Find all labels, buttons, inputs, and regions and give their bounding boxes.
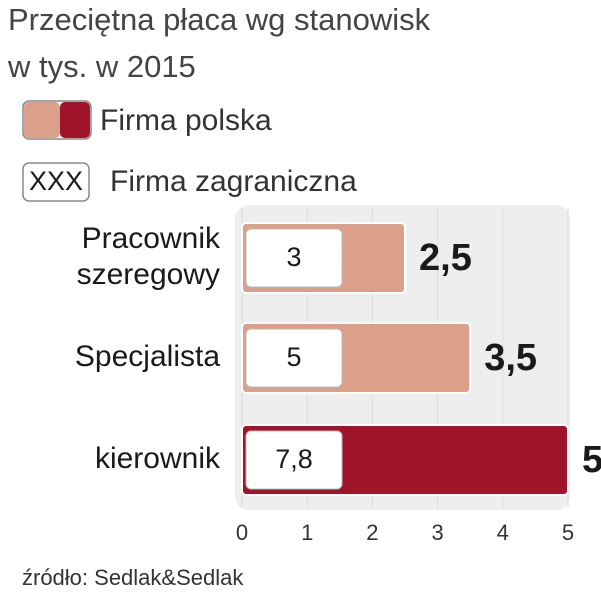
legend-label: Firma polska (100, 104, 272, 137)
legend-swatch (24, 102, 60, 138)
legend-sample-box (22, 162, 90, 202)
value-label: 5 (582, 439, 601, 481)
foreign-value-label: 3 (286, 242, 301, 272)
legend-label: Firma zagraniczna (110, 165, 357, 198)
source: źródło: Sedlak&Sedlak (22, 565, 244, 590)
legend-swatch (60, 102, 90, 138)
x-tick-label: 5 (562, 520, 574, 545)
foreign-value-label: 5 (286, 342, 301, 372)
foreign-value-box (245, 228, 343, 288)
chart-title: Przeciętna płaca wg stanowisk (8, 2, 431, 37)
foreign-value-box (245, 430, 343, 490)
value-label: 3,5 (484, 337, 537, 379)
legend-swatch-border (22, 100, 92, 140)
x-tick-label: 0 (236, 520, 248, 545)
category-label: Specjalista (75, 340, 220, 373)
foreign-value-box (245, 328, 343, 388)
foreign-value-label: 7,8 (275, 444, 313, 474)
x-tick-label: 4 (497, 520, 509, 545)
legend-sample: XXX (29, 166, 83, 196)
x-tick-label: 2 (366, 520, 378, 545)
category-label: kierownik (95, 442, 221, 475)
chart-subtitle: w tys. w 2015 (7, 49, 196, 84)
x-tick-label: 3 (431, 520, 443, 545)
category-label: Pracownik szeregowy (77, 222, 221, 291)
value-label: 2,5 (419, 237, 472, 279)
x-tick-label: 1 (301, 520, 313, 545)
